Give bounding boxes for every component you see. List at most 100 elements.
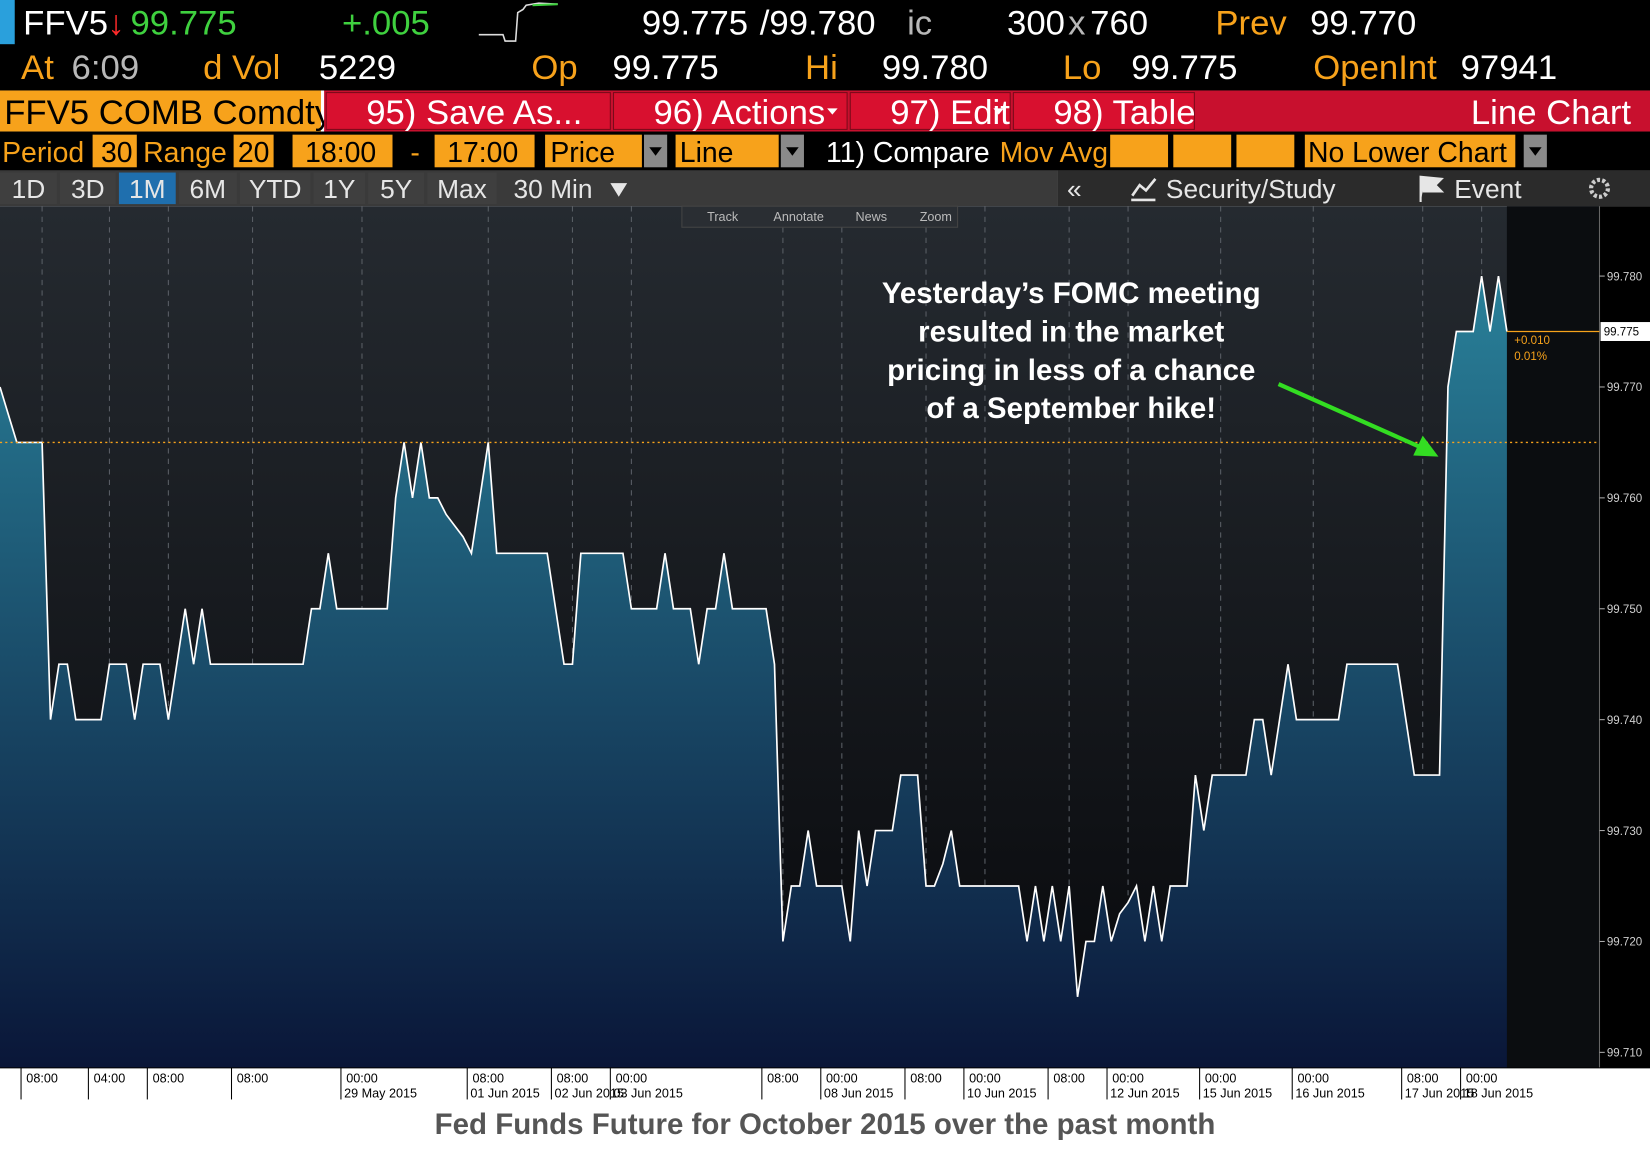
menu-button[interactable] xyxy=(325,92,611,130)
x-date-label: 16 Jun 2015 xyxy=(1295,1086,1364,1100)
x-tick-label: 00:00 xyxy=(346,1072,378,1086)
period: 30 xyxy=(101,137,133,169)
range-tab-label: 1D xyxy=(12,174,46,204)
x-tick-label: 08:00 xyxy=(1407,1072,1439,1086)
x-tick-label: 00:00 xyxy=(616,1072,648,1086)
x-date-label: 29 May 2015 xyxy=(344,1086,417,1100)
field-box[interactable] xyxy=(545,134,642,168)
x-axis-bg xyxy=(0,1067,1650,1151)
range-tab[interactable] xyxy=(427,172,497,205)
x-tick-label: 08:00 xyxy=(472,1072,504,1086)
chart-tool[interactable]: Annotate xyxy=(773,210,823,224)
menu-button-label: 97) Edit xyxy=(890,94,1010,132)
range-tab-label: 1M xyxy=(129,174,166,204)
bid-size: 300 xyxy=(1007,5,1065,43)
x-date-label: 02 Jun 2015 xyxy=(555,1086,624,1100)
range-tab-label: 1Y xyxy=(323,174,355,204)
mov-avg-box[interactable] xyxy=(1110,134,1169,168)
chart-tool[interactable]: Zoom xyxy=(920,210,952,224)
bid: 99.775 xyxy=(642,5,748,43)
x-tick-label: 08:00 xyxy=(910,1072,942,1086)
price-area xyxy=(0,276,1507,1068)
x-tick-label: 08:00 xyxy=(767,1072,799,1086)
mov-avg-box[interactable] xyxy=(1236,134,1295,168)
x-tick-label: 00:00 xyxy=(826,1072,858,1086)
end-box[interactable] xyxy=(434,134,535,168)
ask-size: 760 xyxy=(1090,5,1148,43)
x-tick-label: 00:00 xyxy=(1112,1072,1144,1086)
style-box[interactable] xyxy=(675,134,779,168)
start: 18:00 xyxy=(305,137,376,169)
interval[interactable]: 30 Min xyxy=(514,174,593,204)
range-tab[interactable] xyxy=(178,172,237,205)
field: Price xyxy=(550,137,615,169)
last-value-label: 99.775 xyxy=(1604,327,1639,339)
low-label: Lo xyxy=(1063,49,1102,87)
security-box[interactable] xyxy=(0,90,321,132)
menu-button[interactable] xyxy=(612,92,848,130)
prev-label: Prev xyxy=(1215,5,1287,43)
y-tick-label: 99.770 xyxy=(1607,382,1642,394)
range-tab-label: 3D xyxy=(71,174,105,204)
header-bg xyxy=(0,0,1650,91)
range-tab-label: 5Y xyxy=(380,174,412,204)
last-value-box xyxy=(1600,322,1650,341)
menu-button[interactable] xyxy=(849,92,1011,130)
oi-label: OpenInt xyxy=(1313,49,1437,87)
range-tab-label: 6M xyxy=(190,174,227,204)
x-date-label: 15 Jun 2015 xyxy=(1203,1086,1272,1100)
ask-code: ic xyxy=(907,5,932,43)
chart-tool[interactable]: News xyxy=(856,210,888,224)
open: 99.775 xyxy=(612,49,718,87)
lower-box[interactable] xyxy=(1304,134,1516,168)
security: FFV5 COMB Comdty xyxy=(4,94,333,132)
x-date-label: 18 Jun 2015 xyxy=(1464,1086,1533,1100)
y-tick-label: 99.740 xyxy=(1607,715,1642,727)
compare[interactable]: 11) Compare xyxy=(826,137,990,169)
range-tab-label: Max xyxy=(437,174,487,204)
period-label: Period xyxy=(2,137,84,169)
oi: 97941 xyxy=(1461,49,1558,87)
size-sep: x xyxy=(1068,5,1085,43)
period-box[interactable] xyxy=(92,134,137,168)
dash: - xyxy=(410,137,419,169)
tool-bar xyxy=(1057,170,1650,207)
start-box[interactable] xyxy=(292,134,393,168)
collapse[interactable]: « xyxy=(1067,174,1082,204)
range-tab[interactable] xyxy=(118,172,176,205)
range-tab-label: YTD xyxy=(249,174,302,204)
settings-icon[interactable] xyxy=(1588,177,1611,199)
x-date-label: 10 Jun 2015 xyxy=(967,1086,1036,1100)
view-title: Line Chart xyxy=(1471,94,1632,132)
x-tick-label: 04:00 xyxy=(94,1072,126,1086)
x-tick-label: 00:00 xyxy=(1205,1072,1237,1086)
high: 99.780 xyxy=(882,49,988,87)
range-tab[interactable] xyxy=(0,172,57,205)
study[interactable]: Security/Study xyxy=(1166,174,1336,204)
event[interactable]: Event xyxy=(1454,174,1522,204)
mov-avg: Mov Avg xyxy=(1000,137,1108,169)
lower: No Lower Chart xyxy=(1308,137,1507,169)
x-tick-label: 00:00 xyxy=(1297,1072,1329,1086)
range-tab[interactable] xyxy=(368,172,425,205)
change-label: +0.010 xyxy=(1514,335,1550,347)
y-axis-bg xyxy=(1599,206,1650,1068)
last: 99.775 xyxy=(130,5,236,43)
chart-tool[interactable]: Track xyxy=(707,210,739,224)
caption: Fed Funds Future for October 2015 over t… xyxy=(435,1108,1216,1141)
range-tab[interactable] xyxy=(313,172,366,205)
range-box[interactable] xyxy=(233,134,274,168)
menu-button-label: 98) Table xyxy=(1053,94,1195,132)
arrow: ↓ xyxy=(107,5,124,43)
sparkline-end xyxy=(532,3,558,7)
high-label: Hi xyxy=(805,49,838,87)
range-tab[interactable] xyxy=(239,172,311,205)
menu-button[interactable] xyxy=(1012,92,1195,130)
mov-avg-box[interactable] xyxy=(1173,134,1232,168)
range-tab[interactable] xyxy=(59,172,116,205)
flag-icon xyxy=(1419,175,1445,203)
focus-bar xyxy=(0,0,15,45)
change: +.005 xyxy=(342,5,430,43)
annotation-arrowhead xyxy=(1413,435,1439,457)
style: Line xyxy=(680,137,734,169)
